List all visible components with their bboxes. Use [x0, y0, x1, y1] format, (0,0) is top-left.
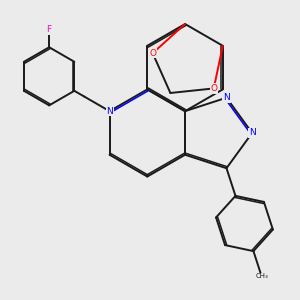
Text: O: O [210, 84, 217, 93]
Text: CH₃: CH₃ [255, 273, 268, 279]
Text: O: O [149, 49, 156, 58]
Text: N: N [106, 107, 113, 116]
Text: N: N [249, 128, 256, 137]
Text: N: N [223, 93, 230, 102]
Text: F: F [46, 25, 52, 34]
